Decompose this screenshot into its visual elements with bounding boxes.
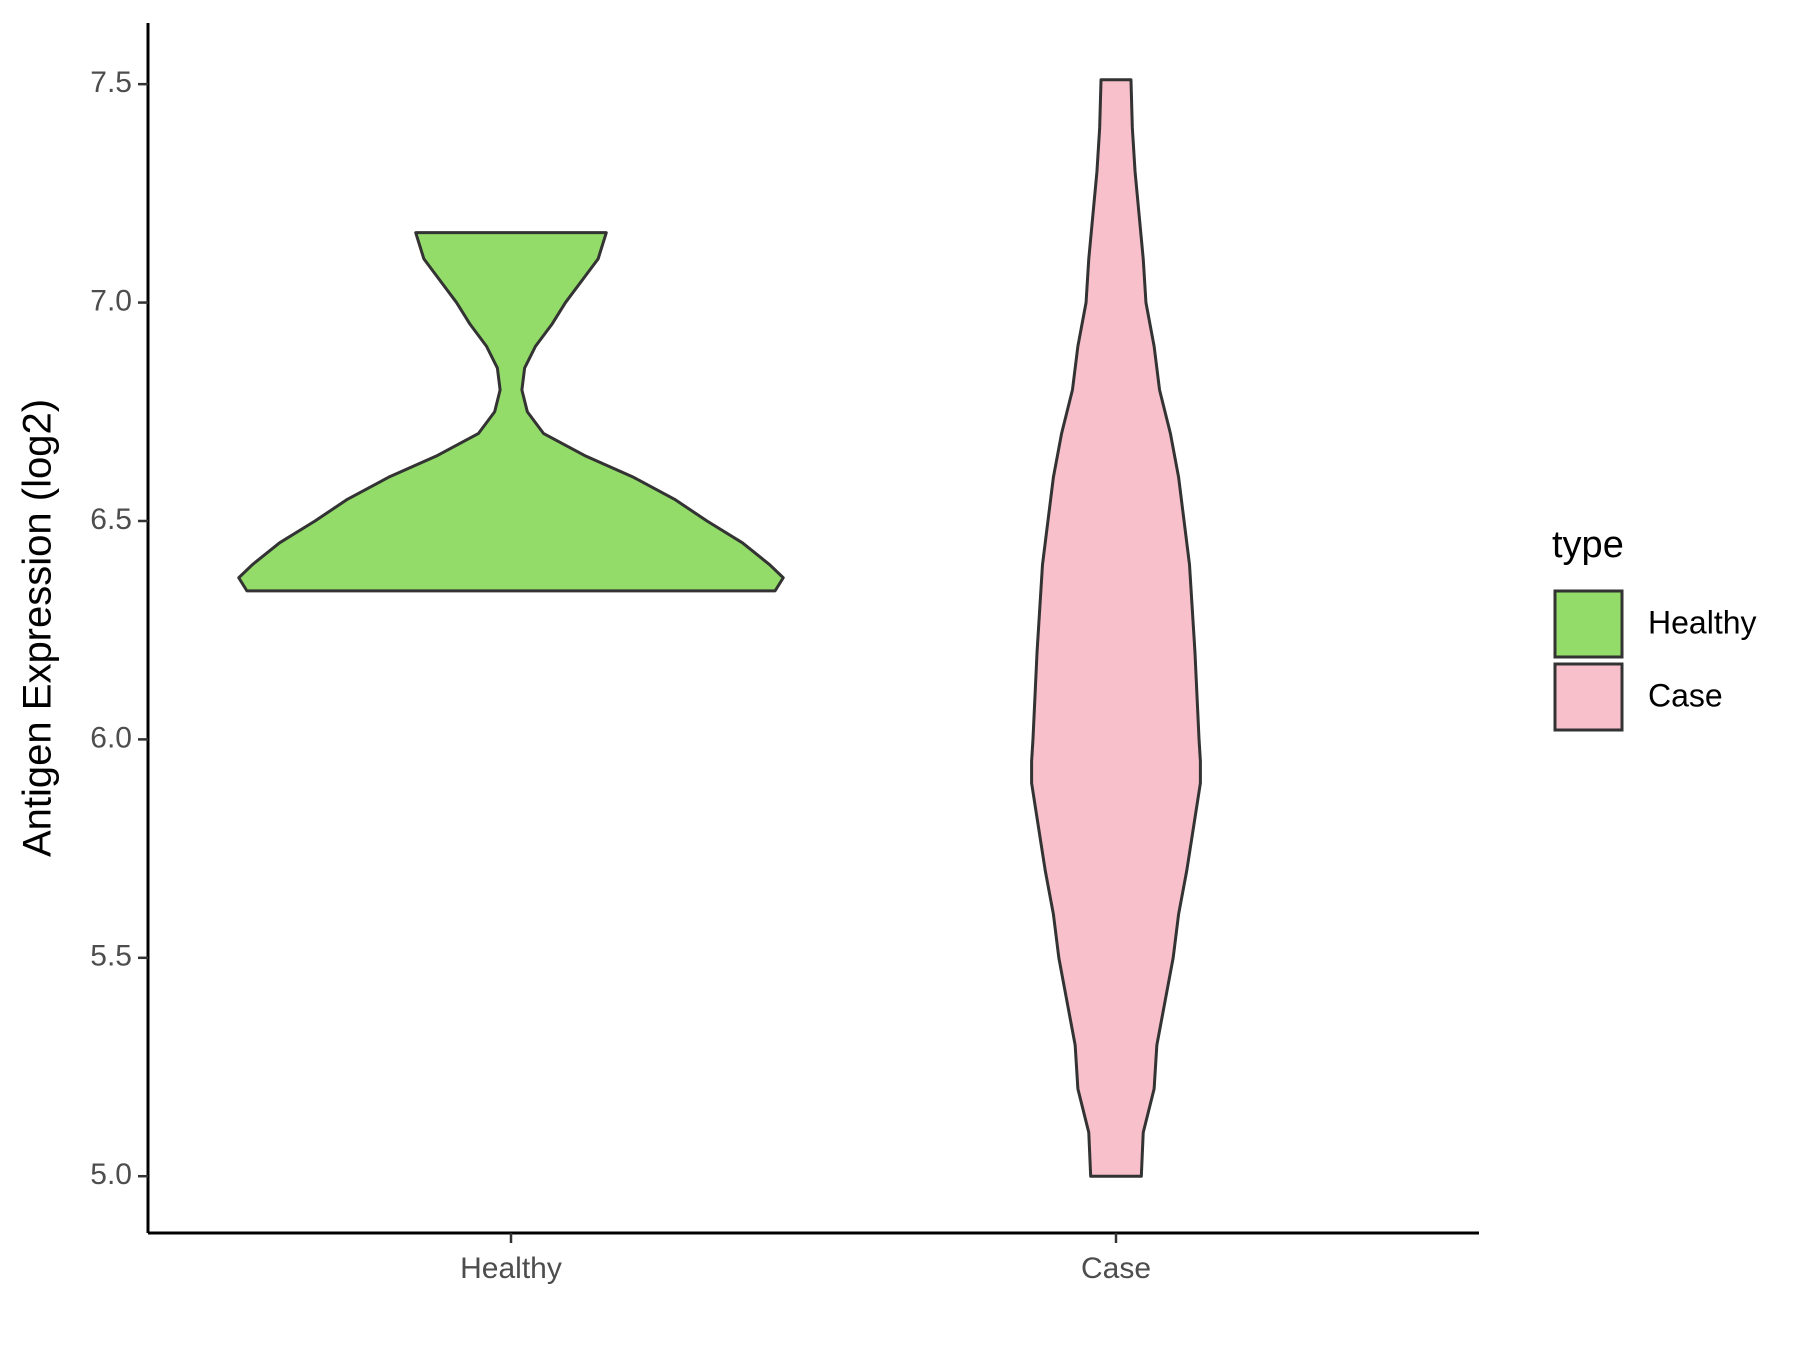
y-tick-label: 5.5 (90, 940, 132, 973)
legend-key (1553, 589, 1624, 659)
y-axis-title: Antigen Expression (log2) (16, 399, 60, 857)
legend-label: Healthy (1648, 604, 1757, 640)
violin-half (511, 231, 785, 593)
y-tick-label: 6.0 (90, 721, 132, 754)
legend-label: Case (1648, 677, 1723, 713)
x-tick-label: Case (1081, 1252, 1151, 1285)
violin-half (1116, 78, 1202, 1178)
violin-half (1030, 78, 1116, 1178)
x-tick-label: Healthy (460, 1252, 562, 1285)
legend-key (1553, 662, 1624, 732)
y-tick-label: 6.5 (90, 503, 132, 536)
legend-title: type (1552, 524, 1624, 566)
violin-half (237, 231, 511, 593)
y-tick-label: 7.5 (90, 66, 132, 99)
y-tick-label: 5.0 (90, 1158, 132, 1191)
y-tick-label: 7.0 (90, 284, 132, 317)
